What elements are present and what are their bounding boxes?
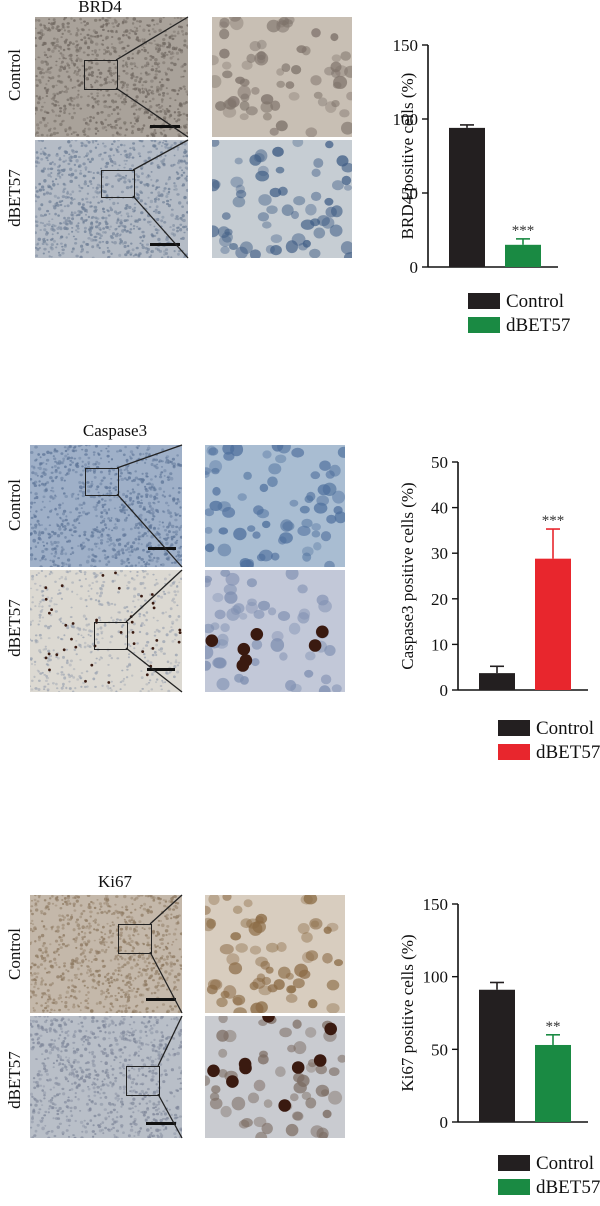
y-tick-label: 150 [423, 895, 449, 914]
ki67-image-title: Ki67 [98, 872, 132, 891]
caspase3-dbet57-zoom-image [205, 570, 345, 692]
brd4-control-zoom-image [212, 17, 352, 137]
y-tick-label: 10 [431, 635, 448, 654]
ki67-dbet57-lowmag-image [30, 1016, 182, 1138]
ki67-panel: Ki67 Control dBET57 0 50 100 150 Ki67 positi… [0, 860, 600, 1206]
y-tick-label: 100 [393, 110, 419, 129]
legend-swatch-control [498, 720, 530, 736]
brd4-control-zoom-box [84, 60, 118, 90]
bar-dbet57 [505, 244, 541, 267]
tissue-texture [30, 1016, 182, 1138]
brd4-bar-chart: 0 50 100 150 BRD4 positive cells (%) *** Contr… [393, 36, 571, 336]
legend-swatch-control [498, 1155, 530, 1171]
caspase3-image-title: Caspase3 [82, 421, 148, 440]
y-tick-label: 50 [431, 453, 448, 472]
ki67-control-zoom-box [118, 924, 152, 954]
tissue-texture [205, 570, 345, 692]
y-tick-label: 20 [431, 590, 448, 609]
caspase3-bar-chart: 0 10 20 30 40 50 Caspase3 positive cells (%) **… [398, 453, 600, 763]
bar-dbet57 [535, 558, 571, 690]
legend-label: Control [536, 1153, 594, 1174]
tissue-texture [205, 445, 345, 567]
y-tick-label: 150 [393, 36, 419, 55]
significance-label: *** [542, 513, 565, 529]
legend-label: Control [506, 291, 564, 312]
caspase3-dbet57-zoom-box [94, 622, 128, 650]
tissue-texture [212, 140, 352, 258]
tissue-texture [205, 1016, 345, 1138]
brd4-panel: BRD4 Control dBET57 0 50 100 150 BRD4 positi… [0, 0, 600, 380]
y-tick-label: 30 [431, 544, 448, 563]
legend-swatch-dbet57 [468, 317, 500, 333]
ki67-dbet57-zoom-image [205, 1016, 345, 1138]
y-tick-label: 50 [431, 1040, 448, 1059]
caspase3-control-zoom-box [85, 468, 119, 496]
y-tick-label: 0 [440, 681, 449, 700]
bar-control [449, 127, 485, 267]
bar-control [479, 673, 515, 690]
ki67-dbet57-zoom-box [126, 1066, 160, 1096]
legend-label: dBET57 [506, 315, 570, 336]
legend-label: dBET57 [536, 742, 600, 763]
y-tick-label: 0 [440, 1113, 449, 1132]
y-axis-label: Caspase3 positive cells (%) [398, 482, 417, 669]
bar-dbet57 [535, 1044, 571, 1122]
legend-swatch-dbet57 [498, 744, 530, 760]
legend-label: Control [536, 718, 594, 739]
y-tick-label: 50 [401, 184, 418, 203]
legend-swatch-dbet57 [498, 1179, 530, 1195]
ki67-bar-chart: 0 50 100 150 Ki67 positive cells (%) ** Contro… [398, 895, 600, 1198]
tissue-texture [212, 17, 352, 137]
tissue-texture [205, 895, 345, 1013]
bar-control [479, 989, 515, 1122]
y-tick-label: 100 [423, 968, 449, 987]
caspase3-control-zoom-image [205, 445, 345, 567]
legend-label: dBET57 [536, 1177, 600, 1198]
caspase3-panel: Caspase3 Control dBET57 0 10 20 30 40 50 Caspa… [0, 410, 600, 790]
ki67-control-zoom-image [205, 895, 345, 1013]
brd4-image-title: BRD4 [78, 0, 122, 16]
y-tick-label: 40 [431, 499, 448, 518]
brd4-dbet57-zoom-image [212, 140, 352, 258]
significance-label: *** [512, 223, 535, 239]
y-tick-label: 0 [410, 258, 419, 277]
significance-label: ** [546, 1019, 561, 1035]
y-axis-label: BRD4 positive cells (%) [398, 73, 417, 240]
brd4-dbet57-zoom-box [101, 170, 135, 198]
legend-swatch-control [468, 293, 500, 309]
y-axis-label: Ki67 positive cells (%) [398, 934, 417, 1091]
